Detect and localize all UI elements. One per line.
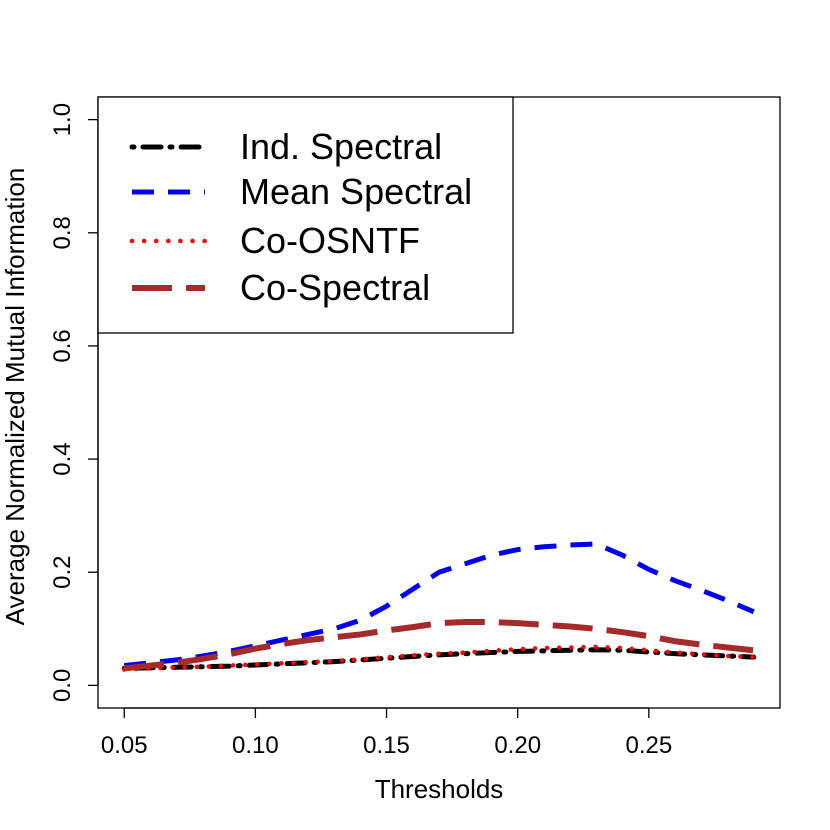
series-line-mean-spectral bbox=[123, 541, 755, 669]
legend-label: Co-Spectral bbox=[240, 267, 430, 308]
y-tick-label: 0.4 bbox=[49, 442, 76, 475]
y-axis: 0.0 0.2 0.4 0.6 0.8 1.0 bbox=[49, 103, 99, 702]
series-line-co-spectral bbox=[123, 619, 755, 672]
y-tick-label: 0.8 bbox=[49, 216, 76, 249]
x-tick-label: 0.25 bbox=[625, 732, 672, 759]
y-tick-label: 1.0 bbox=[49, 103, 76, 136]
x-tick-label: 0.10 bbox=[232, 732, 279, 759]
x-tick-label: 0.20 bbox=[494, 732, 541, 759]
y-tick-label: 0.6 bbox=[49, 329, 76, 362]
series-line-co-osntf bbox=[121, 644, 757, 672]
legend-label: Co-OSNTF bbox=[240, 220, 420, 261]
y-axis-label: Average Normalized Mutual Information bbox=[0, 168, 30, 626]
legend-label: Ind. Spectral bbox=[240, 126, 442, 167]
x-axis-label: Thresholds bbox=[375, 774, 504, 804]
x-tick-label: 0.05 bbox=[101, 732, 148, 759]
x-tick-label: 0.15 bbox=[363, 732, 410, 759]
y-tick-label: 0.0 bbox=[49, 669, 76, 702]
legend-box bbox=[97, 96, 514, 334]
series-layer bbox=[121, 541, 757, 672]
x-axis: 0.05 0.10 0.15 0.20 0.25 bbox=[101, 707, 672, 759]
y-tick-label: 0.2 bbox=[49, 556, 76, 589]
legend-label: Mean Spectral bbox=[240, 171, 472, 212]
